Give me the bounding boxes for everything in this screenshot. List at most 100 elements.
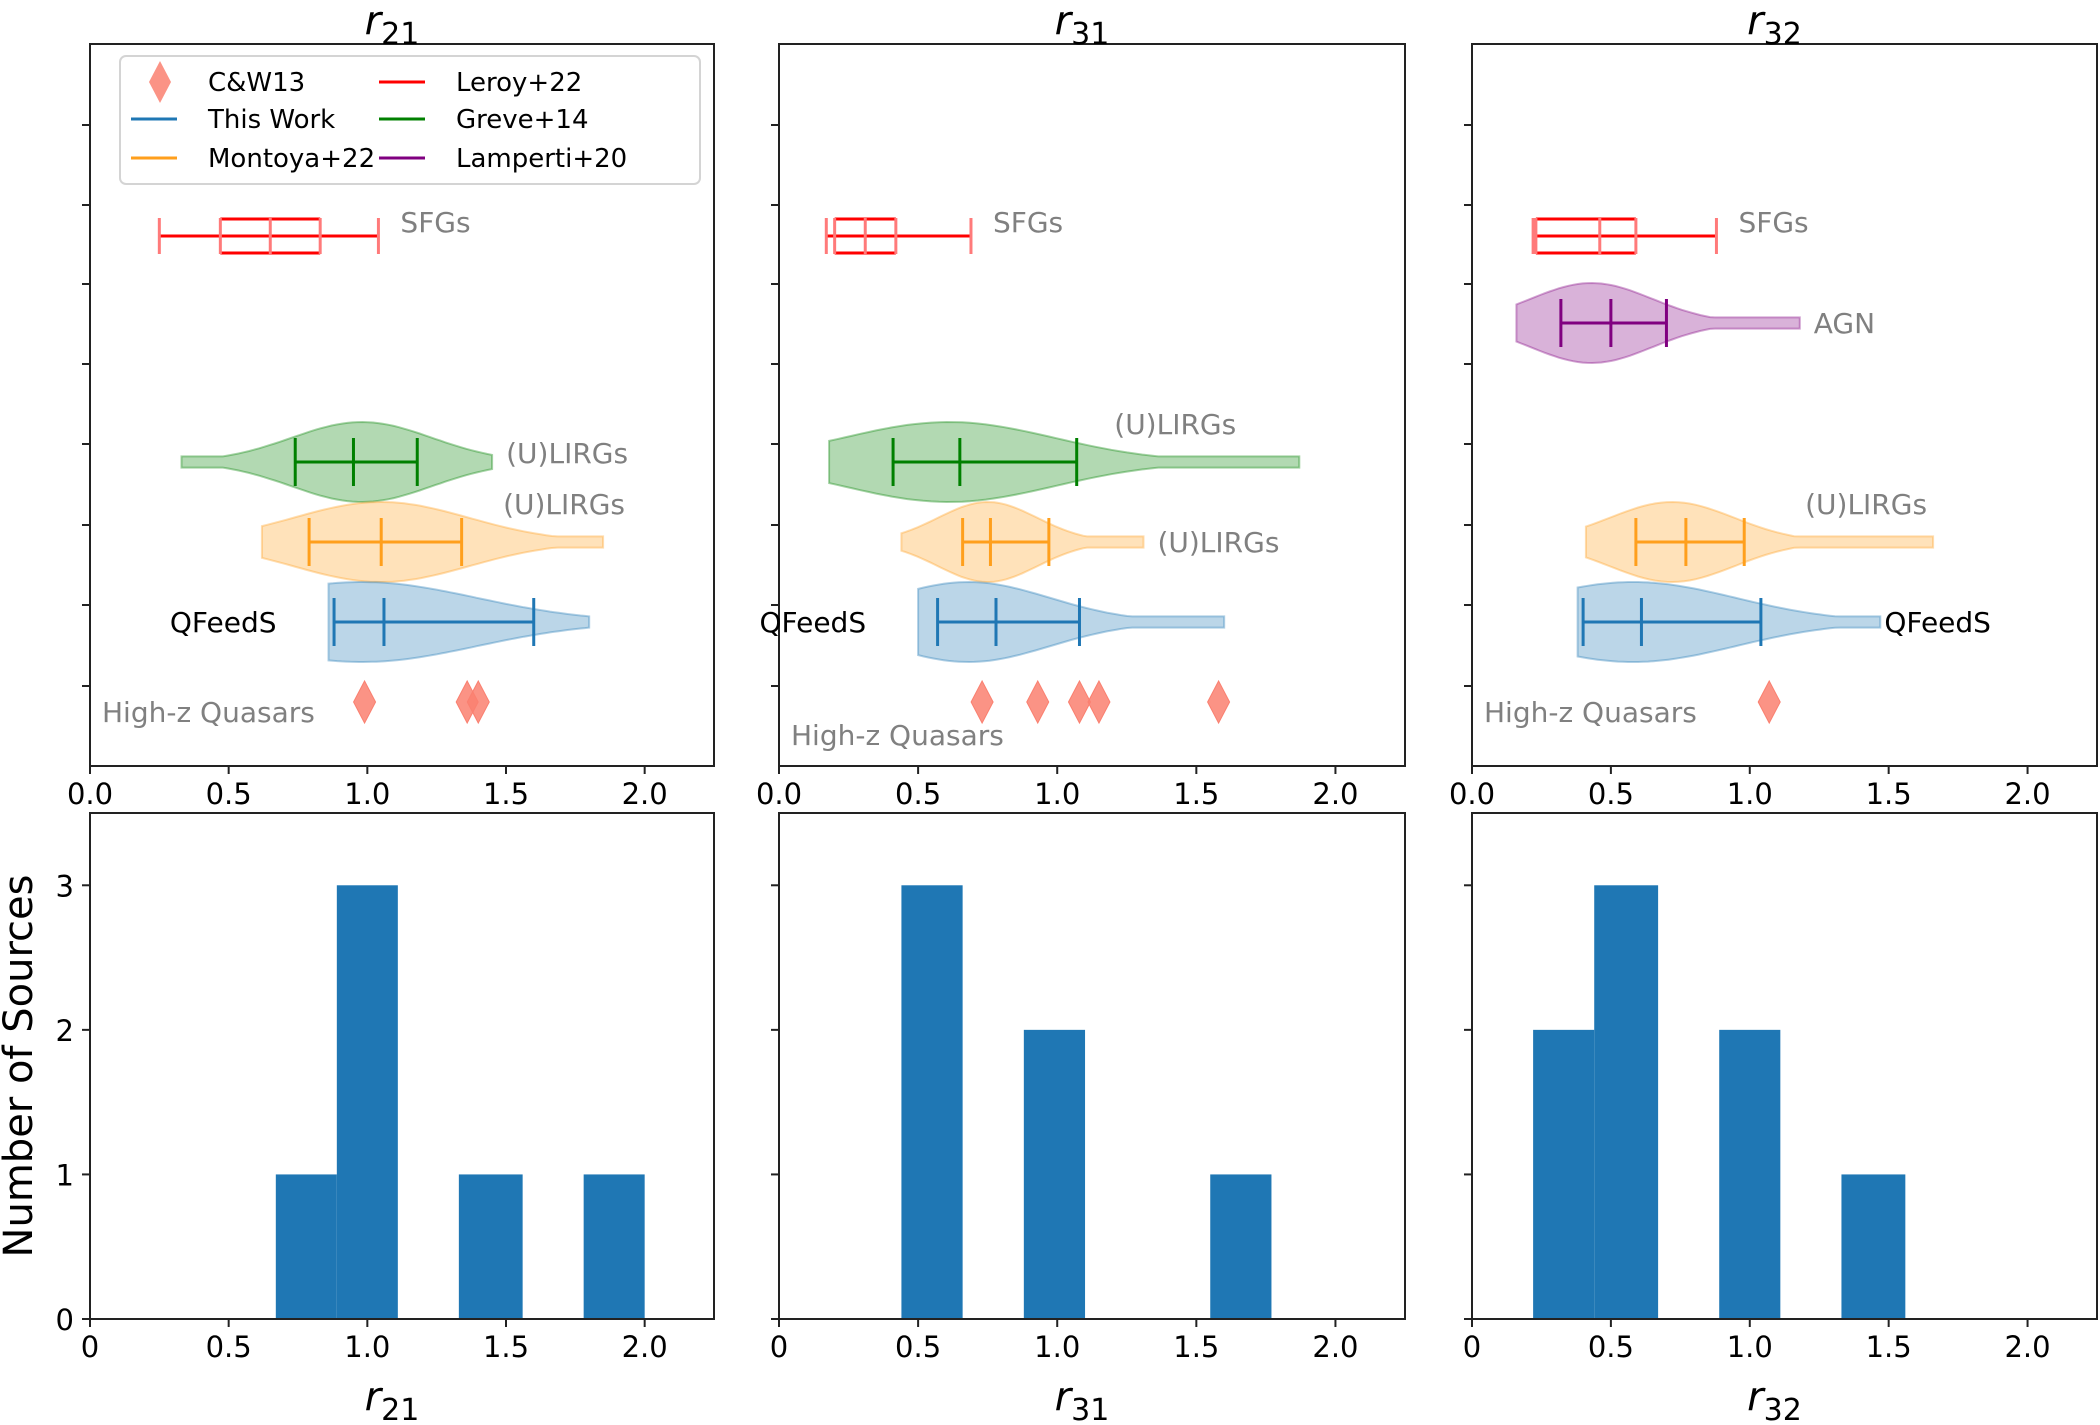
quasars-label: High-z Quasars [791,719,1004,752]
this_work-violin-label: QFeedS [170,606,277,639]
hist-bar [1594,885,1659,1319]
legend-entry: Leroy+22 [379,68,582,98]
panel-title-sub: 31 [1071,17,1109,52]
x-tick-label: 1.0 [344,777,390,811]
legend-label: This Work [207,105,335,135]
y-tick-label: 2 [56,1014,74,1048]
x-tick-label: 1.5 [483,1330,529,1364]
axes-frame [778,43,1406,767]
quasar-diamond [352,679,377,725]
panel-title-base: r [1747,0,1766,44]
legend-entry: Montoya+22 [131,144,375,174]
this_work-violin: QFeedS [759,580,1226,664]
axes-frame [778,812,1406,1320]
x-tick-label: 2.0 [1312,1330,1358,1364]
x-tick-label: 0.0 [756,777,802,811]
x-tick-label: 2.0 [622,1330,668,1364]
hist-bar [1023,1029,1086,1319]
x-tick-label: 0.5 [895,1330,941,1364]
panel-title: r32 [1747,0,1802,52]
axes-frame [1471,812,2098,1320]
greve-violin: (U)LIRGs [828,408,1301,504]
panel-title-base: r [1055,0,1074,44]
hist-bar [1210,1174,1272,1319]
x-axis-label-sub: 32 [1764,1393,1802,1425]
panel-title-sub: 21 [381,17,419,52]
greve-violin-label: (U)LIRGs [506,437,628,470]
this_work-violin-label: QFeedS [1884,606,1991,639]
x-tick-label: 2.0 [1312,777,1358,811]
legend-label: Leroy+22 [456,68,582,98]
x-tick-label: 1.0 [344,1330,390,1364]
legend-label: Greve+14 [456,105,589,135]
panel-3: 0.0 0.5 1.0 1.5 2.0r32SFGsAGN(U)LIRGsQFeedSH… [1449,0,2098,1425]
hist-bar [336,885,398,1319]
x-tick-label: 0 [770,1330,788,1364]
legend-label: Lamperti+20 [456,144,627,174]
x-tick-label: 1.0 [1727,1330,1773,1364]
x-tick-label: 0.0 [1449,777,1495,811]
axes-frame [89,812,715,1320]
legend: C&W13 This Work Montoya+22 Leroy+22 Greve+14… [119,55,701,185]
quasar-diamond [1026,679,1050,725]
quasars-label: High-z Quasars [102,696,315,729]
x-tick-label: 0 [1463,1330,1481,1364]
histogram-axes: 0 1 2 3 0 0.5 1.0 1.5 2.0 r21 [56,812,715,1425]
x-axis-label-base: r [1055,1374,1074,1420]
panel-1: 0.0 0.5 1.0 1.5 2.0r21SFGs(U)LIRGs(U)LIRGsQF… [56,0,715,1425]
agn-violin: AGN [1515,281,1875,365]
hist-bar [1533,1029,1595,1319]
x-axis-label-sub: 31 [1071,1393,1109,1425]
panel-title: r21 [365,0,420,52]
quasar-diamond [466,679,490,725]
x-tick-label: 2.0 [2004,1330,2050,1364]
x-axis-label: r31 [1055,1374,1110,1425]
y-tick-label: 3 [56,869,74,903]
quasar-diamond [1757,679,1781,725]
sfgs-boxplot: SFGs [157,206,471,255]
hist-bar [1719,1029,1781,1319]
violin-axes: 0.0 0.5 1.0 1.5 2.0 r32 SFGs AGN (U)LIRGs QFeedS H… [1449,0,2098,811]
sfgs-boxplot: SFGs [824,206,1063,255]
greve-violin: (U)LIRGs [180,420,628,504]
x-tick-label: 1.5 [1173,1330,1219,1364]
legend-label: Montoya+22 [208,144,375,174]
legend-entry: This Work [131,105,335,135]
x-tick-label: 0.5 [206,1330,252,1364]
x-tick-label: 1.0 [1727,777,1773,811]
hist-bar [458,1174,523,1319]
violin-body [1584,500,1935,584]
y-tick-label: 1 [56,1158,74,1192]
x-axis-label: r32 [1747,1374,1802,1425]
x-tick-label: 1.5 [483,777,529,811]
x-tick-label: 0.0 [67,777,113,811]
x-tick-label: 0.5 [206,777,252,811]
x-tick-label: 2.0 [2004,777,2050,811]
quasar-diamond [1207,679,1231,725]
this_work-violin: QFeedS [1576,581,1991,663]
x-axis-label-base: r [1747,1374,1766,1420]
sfgs-label: SFGs [1738,206,1808,239]
this_work-violin-label: QFeedS [759,606,866,639]
x-axis-label-base: r [365,1374,384,1420]
x-tick-label: 1.0 [1034,1330,1080,1364]
sfgs-label: SFGs [400,206,470,239]
x-tick-label: 1.5 [1866,777,1912,811]
legend-entry: Lamperti+20 [379,144,627,174]
axes-frame [1471,43,2098,767]
sfgs-label: SFGs [993,206,1063,239]
x-tick-label: 0.5 [895,777,941,811]
panel-title-base: r [365,0,384,44]
y-tick-label: 0 [56,1303,74,1337]
quasar-markers: High-z Quasars [791,679,1231,752]
legend-entry: Greve+14 [379,105,589,135]
x-tick-label: 1.5 [1866,1330,1912,1364]
histogram-axes: 0 0.5 1.0 1.5 2.0 r32 [1463,812,2098,1425]
hist-bar [901,885,963,1319]
this_work-violin: QFeedS [170,581,591,663]
quasars-label: High-z Quasars [1484,696,1697,729]
quasar-diamond [1087,679,1111,725]
hist-bar [275,1174,337,1319]
x-tick-label: 2.0 [622,777,668,811]
montoya-violin: (U)LIRGs [1584,488,1935,584]
